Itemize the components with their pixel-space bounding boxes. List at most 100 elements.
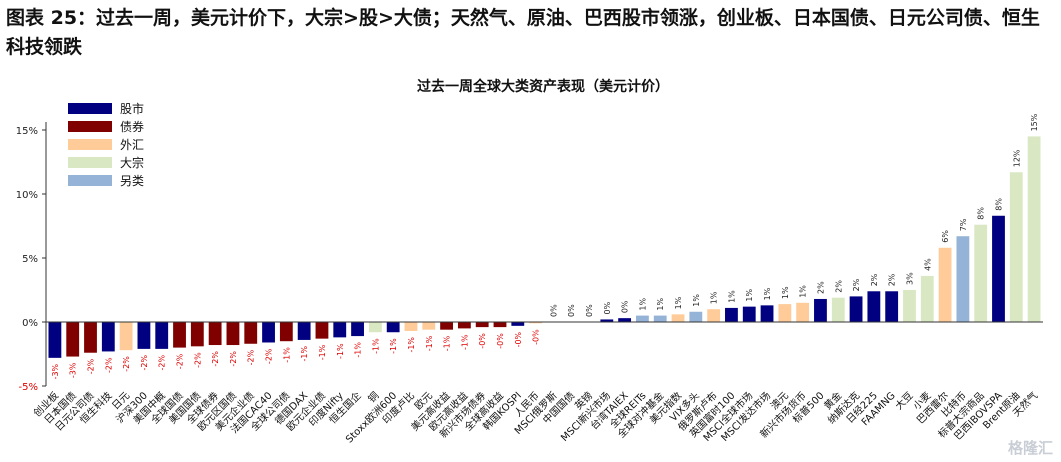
y-tick-label: 10% [16,190,38,201]
bar-34 [636,315,649,322]
bar-12 [244,322,258,344]
bar-32 [600,319,614,322]
bar-series [48,136,1041,358]
bar-18 [351,322,364,337]
bar-21 [404,322,418,331]
data-label-33: 0% [621,300,630,313]
legend-swatch-2 [68,121,112,132]
data-label-18: -1% [354,342,363,358]
data-label-17: -1% [336,343,345,359]
bar-7 [155,322,169,349]
data-label-42: 1% [781,286,790,299]
data-label-40: 1% [745,289,754,302]
bar-35 [653,315,667,322]
data-label-22: -1% [425,335,434,351]
legend-label-5: 另类 [120,174,144,188]
y-tick-label: -5% [19,382,38,393]
data-label-11: -2% [229,351,238,367]
data-label-21: -1% [407,337,416,353]
bar-39 [725,307,738,322]
bar-33 [618,318,632,322]
data-label-6: -2% [140,354,149,370]
data-label-15: -1% [300,346,309,362]
data-labels: -3% -3% -2% -2% -2% -2% -2% -2% -2% -2% -2% -2% -2% -… [51,113,1039,379]
data-label-44: 2% [816,281,825,294]
bar-11 [226,322,240,346]
data-label-34: 1% [638,298,647,311]
bar-53 [974,224,988,322]
bar-22 [422,322,436,330]
data-label-30: 0% [567,304,576,317]
bar-5 [119,322,133,351]
data-label-55: 12% [1012,149,1021,167]
bar-6 [137,322,151,349]
bar-49 [903,290,916,322]
bar-2 [66,322,80,357]
bar-19 [368,322,382,333]
bar-36 [671,314,685,322]
y-tick-label: 15% [16,126,38,137]
data-label-3: -2% [87,358,96,374]
bar-16 [315,322,329,339]
bar-47 [867,291,881,322]
bar-8 [173,322,186,348]
bar-50 [920,275,934,322]
bar-51 [938,247,952,322]
data-label-54: 8% [994,198,1003,211]
legend-swatch-3 [68,139,112,150]
data-label-31: 0% [585,304,594,317]
data-label-32: 0% [603,301,612,314]
bar-52 [956,236,970,322]
bar-23 [440,322,453,330]
data-label-7: -2% [158,354,167,370]
data-label-26: -0% [496,333,505,349]
data-label-20: -1% [389,338,398,354]
bar-40 [742,306,756,322]
bar-42 [778,304,792,322]
bar-9 [190,322,204,347]
data-label-49: 3% [905,272,914,285]
legend-label-3: 外汇 [120,138,144,152]
watermark-logo-text: 格隆汇 [1007,439,1053,457]
bar-26 [493,322,507,328]
bar-56 [1027,136,1041,322]
bar-44 [814,298,827,322]
data-label-12: -2% [247,349,256,365]
data-label-53: 8% [977,207,986,220]
bar-55 [1009,172,1023,322]
data-label-48: 2% [888,273,897,286]
bar-13 [262,322,275,343]
data-label-14: -1% [282,347,291,363]
category-label-49: 大豆 [892,389,915,412]
data-label-35: 1% [656,298,665,311]
data-label-19: -1% [371,338,380,354]
data-label-46: 2% [852,278,861,291]
bar-10 [208,322,222,346]
data-label-4: -2% [104,357,113,373]
data-label-1: -3% [51,363,60,379]
legend-label-2: 债券 [120,119,144,134]
data-label-37: 1% [692,294,701,307]
data-label-28: -0% [532,329,541,345]
data-label-39: 1% [727,290,736,303]
bar-14 [279,322,293,342]
data-label-2: -3% [69,362,78,378]
bar-37 [689,311,703,322]
bar-4 [101,322,115,352]
data-label-25: -0% [478,333,487,349]
legend-swatch-5 [68,175,112,186]
data-label-50: 4% [923,258,932,271]
bar-20 [386,322,400,333]
data-label-29: 0% [549,304,558,317]
data-label-51: 6% [941,230,950,243]
y-tick-label: 5% [22,254,38,265]
legend-swatch-4 [68,157,112,168]
bar-38 [707,309,721,322]
bar-24 [457,322,471,329]
bar-25 [475,322,489,328]
bar-1 [48,322,62,358]
bar-54 [992,215,1005,322]
data-label-47: 2% [870,273,879,286]
